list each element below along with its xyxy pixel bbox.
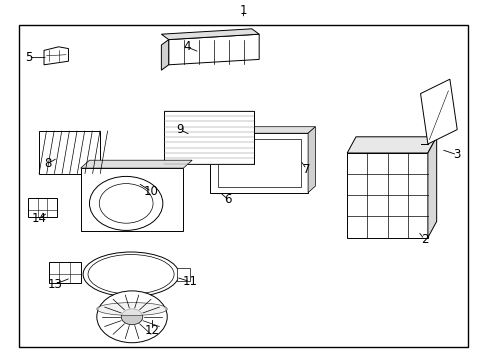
Bar — [217, 139, 300, 187]
Ellipse shape — [83, 252, 179, 297]
Text: 14: 14 — [32, 212, 46, 225]
Polygon shape — [210, 127, 315, 133]
Polygon shape — [39, 131, 100, 174]
Bar — [122, 295, 140, 302]
Ellipse shape — [97, 302, 167, 315]
Bar — [163, 111, 254, 164]
Text: 2: 2 — [420, 233, 427, 246]
Bar — [28, 198, 57, 217]
Circle shape — [121, 309, 142, 325]
Text: 3: 3 — [452, 148, 460, 161]
Text: 13: 13 — [47, 278, 62, 291]
Polygon shape — [44, 47, 68, 65]
Ellipse shape — [88, 255, 174, 294]
Bar — [163, 111, 254, 164]
Polygon shape — [161, 29, 259, 40]
Polygon shape — [346, 137, 436, 153]
Polygon shape — [427, 137, 436, 238]
Text: 12: 12 — [145, 324, 160, 337]
Polygon shape — [161, 40, 168, 70]
Ellipse shape — [297, 144, 305, 148]
Text: 7: 7 — [302, 163, 310, 176]
Text: 6: 6 — [224, 193, 232, 206]
Bar — [81, 168, 183, 231]
Polygon shape — [420, 79, 456, 144]
Bar — [49, 262, 81, 283]
Bar — [19, 25, 468, 347]
Circle shape — [89, 176, 163, 230]
Circle shape — [99, 184, 153, 223]
Polygon shape — [307, 127, 315, 193]
Polygon shape — [81, 160, 192, 168]
Bar — [210, 133, 307, 193]
Bar — [346, 153, 427, 238]
Text: 9: 9 — [176, 123, 183, 136]
Circle shape — [97, 291, 167, 343]
Text: 1: 1 — [239, 4, 247, 17]
Bar — [58, 148, 91, 155]
Bar — [297, 146, 305, 161]
Text: 8: 8 — [44, 157, 52, 170]
Text: 10: 10 — [144, 185, 159, 198]
Text: 5: 5 — [24, 51, 32, 64]
Polygon shape — [168, 34, 259, 65]
Bar — [176, 268, 190, 281]
Text: 4: 4 — [183, 40, 190, 53]
Text: 11: 11 — [182, 275, 197, 288]
